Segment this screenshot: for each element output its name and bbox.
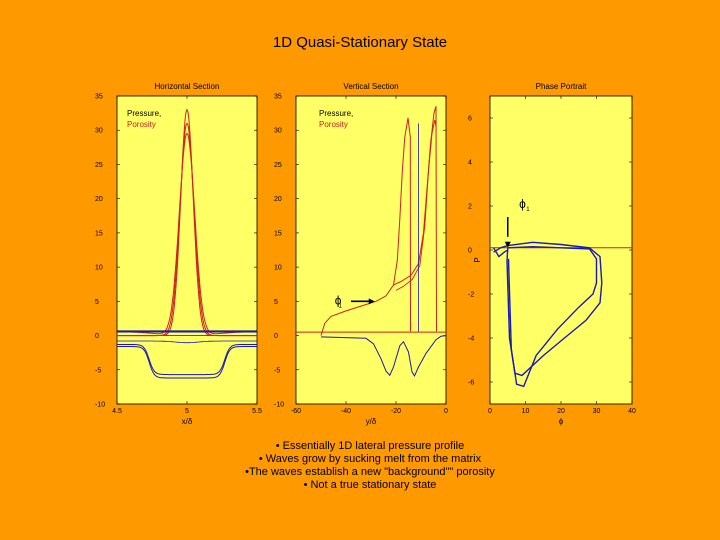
y-tick-label: 5: [95, 299, 99, 306]
annotation-pressure-porosity: Pressure,: [319, 109, 353, 118]
x-tick-label: 4.5: [112, 408, 122, 415]
x-axis-label: ϕ: [559, 417, 564, 426]
y-tick-label: 10: [274, 265, 282, 272]
x-tick-label: 10: [522, 408, 530, 415]
bullet-item: • Essentially 1D lateral pressure profil…: [275, 440, 465, 452]
y-tick-label: -4: [468, 336, 474, 343]
y-tick-label: 30: [95, 128, 103, 135]
y-tick-label: 0: [468, 248, 472, 255]
x-tick-label: 0: [444, 408, 448, 415]
y-tick-label: 5: [274, 299, 278, 306]
panel-title: Vertical Section: [343, 82, 398, 91]
bullet-list: • Essentially 1D lateral pressure profil…: [200, 440, 540, 492]
slide-title: 1D Quasi-Stationary State: [272, 34, 448, 51]
x-tick-label: 5.5: [252, 408, 262, 415]
x-tick-label: -40: [341, 408, 351, 415]
y-tick-label: 20: [274, 196, 282, 203]
y-tick-label: 4: [468, 160, 472, 167]
bullet-item: • Not a true stationary state: [303, 479, 437, 491]
x-tick-label: 30: [593, 408, 601, 415]
trajectory-loop: [507, 245, 598, 388]
x-axis-label: x/δ: [182, 417, 193, 426]
pressure-curve: [395, 119, 437, 291]
trajectory-start: [493, 247, 509, 258]
plot-area: [116, 95, 258, 405]
x-axis-label: y/δ: [366, 417, 377, 426]
porosity-curve: [117, 346, 257, 379]
y-tick-label: 30: [274, 128, 282, 135]
y-tick-label: 25: [274, 162, 282, 169]
x-tick-label: 0: [488, 408, 492, 415]
panel-title: Horizontal Section: [155, 82, 220, 91]
annotation-pressure-porosity: Pressure,: [127, 109, 161, 118]
phi1-subscript: 1: [526, 207, 530, 213]
y-tick-label: -2: [468, 292, 474, 299]
y-tick-label: 35: [95, 94, 103, 101]
porosity-curve: [320, 335, 447, 377]
y-axis-label: P: [473, 257, 482, 262]
x-tick-label: 20: [557, 408, 565, 415]
phi1-label: ϕ: [519, 197, 526, 211]
y-tick-label: 10: [95, 265, 103, 272]
x-tick-label: 5: [185, 408, 189, 415]
y-tick-label: 0: [274, 333, 278, 340]
phi1-label: ϕ: [335, 293, 342, 307]
y-tick-label: -5: [95, 367, 101, 374]
phi1-subscript: 1: [339, 303, 343, 309]
porosity-curve: [117, 344, 257, 376]
phi1-arrow-head: [368, 298, 375, 305]
x-tick-label: 40: [628, 408, 636, 415]
y-tick-label: 15: [274, 230, 282, 237]
y-tick-label: 6: [468, 116, 472, 123]
bullet-item: •The waves establish a new "background""…: [245, 466, 495, 478]
y-tick-label: 35: [274, 94, 282, 101]
plot-area: [489, 95, 633, 405]
annotation-pressure-porosity: Porosity: [319, 120, 348, 129]
bullet-item: • Waves grow by sucking melt from the ma…: [258, 453, 482, 465]
x-tick-label: -20: [391, 408, 401, 415]
y-tick-label: 25: [95, 162, 103, 169]
x-tick-label: -60: [291, 408, 301, 415]
y-tick-label: 2: [468, 204, 472, 211]
y-tick-label: -10: [274, 402, 284, 409]
porosity-curve: [117, 340, 257, 344]
y-tick-label: -10: [95, 402, 105, 409]
pressure-curve: [393, 106, 437, 332]
y-tick-label: -5: [274, 367, 280, 374]
panel-title: Phase Portrait: [536, 82, 587, 91]
y-tick-label: 15: [95, 230, 103, 237]
annotation-pressure-porosity: Porosity: [127, 120, 156, 129]
y-tick-label: -6: [468, 380, 474, 387]
pressure-curve: [117, 122, 257, 337]
phi1-arrow-head: [504, 241, 511, 248]
y-tick-label: 0: [95, 333, 99, 340]
y-tick-label: 20: [95, 196, 103, 203]
